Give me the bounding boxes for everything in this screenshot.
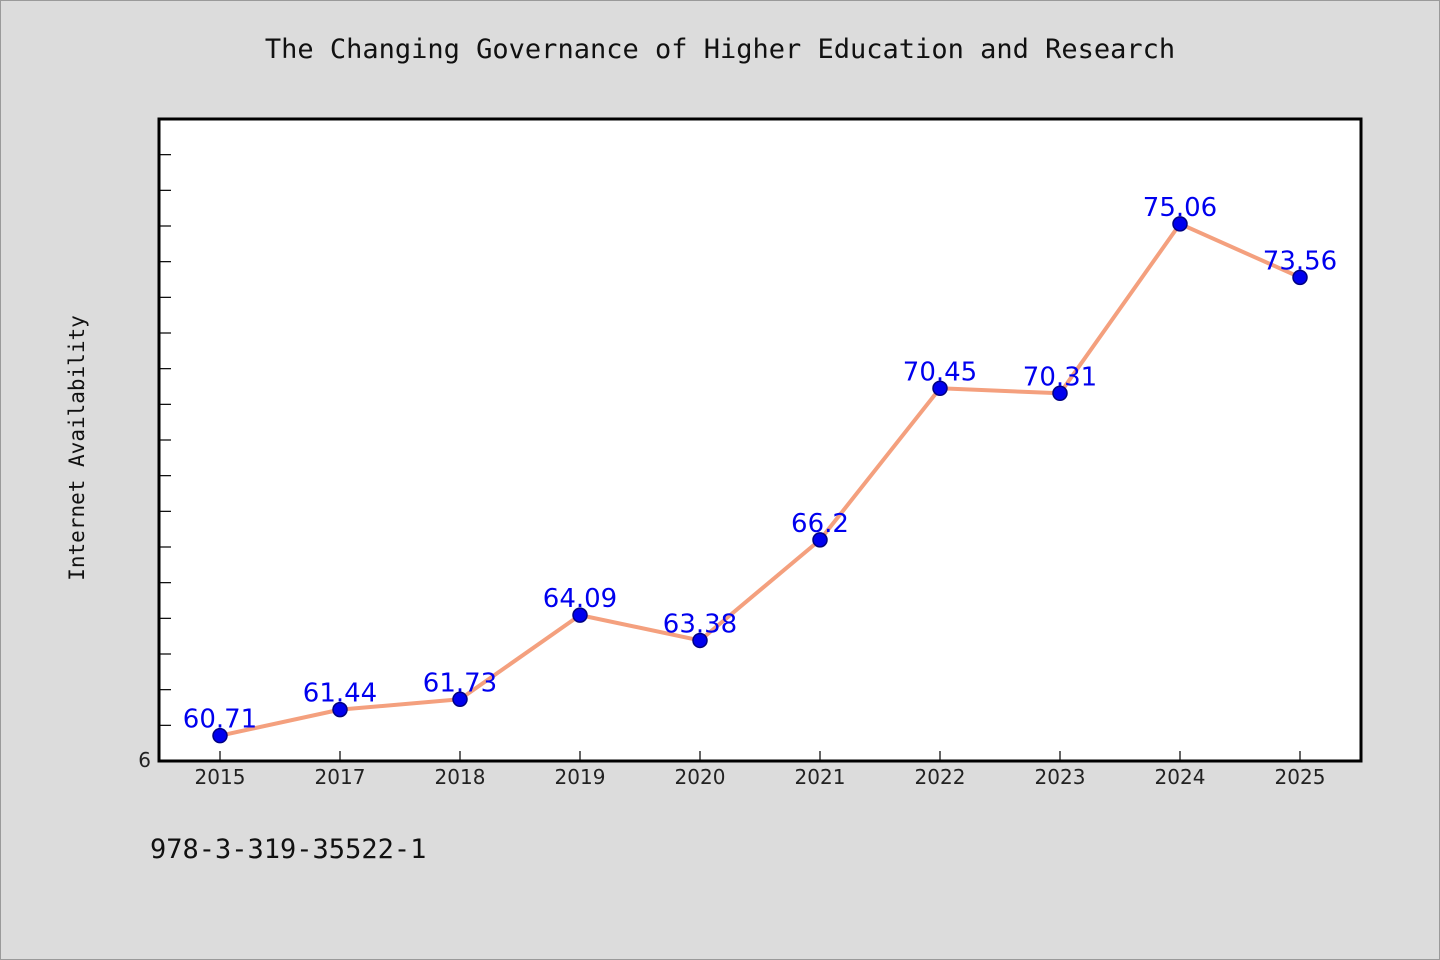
- x-tick-label: 2022: [915, 765, 966, 789]
- data-point: [812, 532, 828, 548]
- x-tick-label: 2024: [1155, 765, 1206, 789]
- data-label: 63.38: [663, 609, 737, 639]
- data-label: 61.73: [423, 668, 497, 698]
- series-line-group: [218, 221, 1302, 738]
- data-label: 66.2: [791, 509, 849, 539]
- data-point: [332, 701, 348, 718]
- chart-title: The Changing Governance of Higher Educat…: [264, 34, 1176, 65]
- data-label: 73.56: [1263, 246, 1337, 276]
- series-markers: [212, 216, 1308, 744]
- x-tick-label: 2019: [555, 765, 606, 789]
- x-tick-label: 2023: [1035, 765, 1086, 789]
- data-label: 75.06: [1143, 193, 1217, 223]
- y-tick-label: 6: [138, 748, 151, 772]
- data-label: 70.31: [1023, 362, 1097, 392]
- x-tick-label: 2025: [1275, 765, 1326, 789]
- x-tick-label: 2017: [315, 765, 366, 789]
- x-tick-label: 2018: [435, 765, 486, 789]
- data-point: [1052, 385, 1068, 402]
- x-tick-label: 2015: [195, 765, 246, 789]
- data-point: [1172, 216, 1188, 232]
- data-point: [212, 727, 228, 744]
- data-label: 60.71: [183, 705, 257, 735]
- plot-area: [157, 117, 1363, 763]
- data-point: [452, 691, 468, 708]
- data-point: [572, 607, 588, 623]
- x-axis-ticks: 2015 2017 2018 2019 2020 2021 2022 2023 2024 2025: [195, 751, 1326, 789]
- data-label: 70.45: [903, 357, 977, 387]
- data-point: [692, 632, 708, 649]
- series-line: [218, 221, 1302, 738]
- x-tick-label: 2021: [795, 765, 846, 789]
- data-point: [932, 380, 948, 397]
- y-axis-ticks: 6: [138, 154, 171, 772]
- footer-note: 978-3-319-35522-1: [150, 834, 427, 865]
- data-label: 61.44: [303, 679, 377, 709]
- data-labels: 60.71 61.44 61.73 64.09 63.38 66.2 70.45 70.31 7…: [183, 193, 1337, 735]
- data-point: [1292, 269, 1308, 286]
- data-label: 64.09: [543, 584, 617, 614]
- x-tick-label: 2020: [675, 765, 726, 789]
